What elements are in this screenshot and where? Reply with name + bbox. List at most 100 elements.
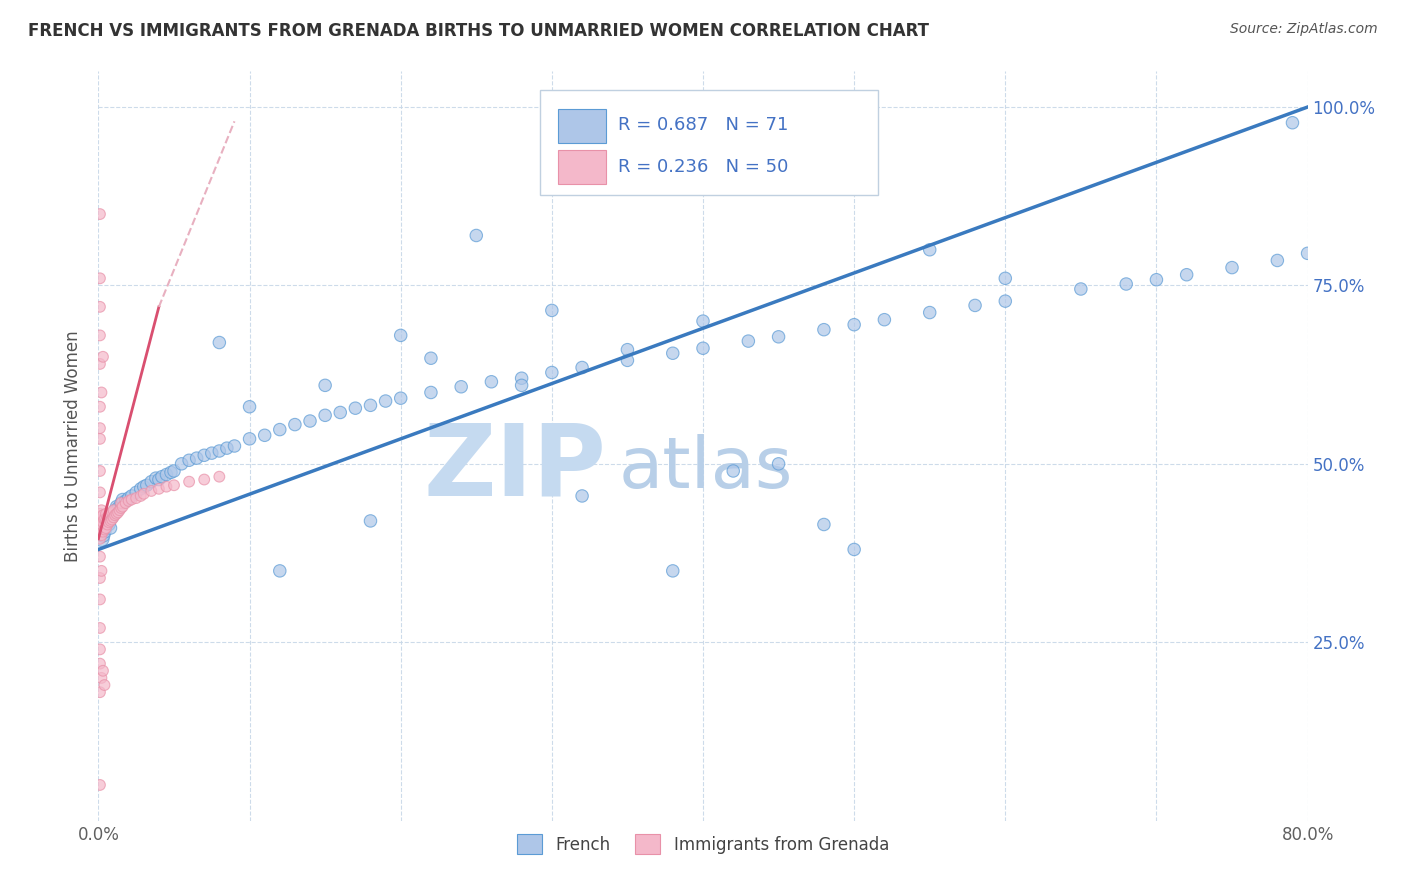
Point [132,487,155,501]
FancyBboxPatch shape [558,150,606,184]
Point [121,492,143,507]
Point [150,469,173,483]
Point [179,475,201,489]
Text: ZIP: ZIP [423,420,606,517]
Point [89,621,111,635]
Point [661,564,683,578]
Point [114,494,136,508]
Point [269,564,291,578]
Point [91,528,114,542]
Point [994,294,1017,309]
Point [768,457,790,471]
Point [389,328,412,343]
Text: atlas: atlas [619,434,793,503]
Point [170,457,193,471]
Point [918,305,941,319]
Point [89,514,111,528]
Text: Source: ZipAtlas.com: Source: ZipAtlas.com [1230,22,1378,37]
Point [110,496,132,510]
FancyBboxPatch shape [558,109,606,143]
Point [208,469,231,483]
Point [96,510,118,524]
Point [89,485,111,500]
Point [208,335,231,350]
Point [89,521,111,535]
Point [89,778,111,792]
Point [111,500,134,514]
Point [89,400,111,414]
Point [540,366,562,380]
Point [160,466,183,480]
Point [90,503,112,517]
Point [90,385,112,400]
Point [844,318,866,332]
Point [186,451,208,466]
Point [93,523,115,537]
Point [314,409,336,423]
Point [100,514,122,528]
Point [89,592,111,607]
Point [813,323,835,337]
Point [148,473,170,487]
Point [284,417,307,432]
Point [450,380,472,394]
Point [89,271,111,285]
Point [239,432,262,446]
Point [360,514,382,528]
Point [844,542,866,557]
Point [239,400,262,414]
Point [201,446,224,460]
Point [90,510,112,524]
Point [94,507,117,521]
Point [813,517,835,532]
Point [91,664,114,678]
Point [90,564,112,578]
Point [110,501,132,516]
Point [374,394,396,409]
Point [155,467,177,482]
Point [269,423,291,437]
Point [135,478,157,492]
Point [344,401,367,416]
Point [132,480,155,494]
Point [89,571,111,585]
Point [692,314,714,328]
Point [93,512,115,526]
Point [114,496,136,510]
Point [510,371,533,385]
Point [616,343,638,357]
Point [540,303,562,318]
Point [873,312,896,326]
Legend: French, Immigrants from Grenada: French, Immigrants from Grenada [510,828,896,861]
Point [89,657,111,671]
Y-axis label: Births to Unmarried Women: Births to Unmarried Women [65,330,83,562]
Point [90,528,112,542]
Point [193,473,215,487]
Point [994,271,1017,285]
Point [768,330,790,344]
Point [510,378,533,392]
Point [1267,253,1289,268]
Point [104,503,127,517]
Point [103,510,125,524]
Point [91,524,114,539]
Point [215,441,238,455]
Point [145,471,167,485]
Point [103,507,125,521]
Point [89,464,111,478]
Point [107,501,129,516]
Point [141,475,163,489]
Point [420,351,443,366]
Point [91,350,114,364]
Point [129,482,152,496]
Point [1296,246,1319,260]
Point [1220,260,1243,275]
Point [1070,282,1092,296]
Point [208,444,231,458]
Point [96,517,118,532]
Point [389,391,412,405]
Point [253,428,276,442]
Point [89,507,111,521]
Point [101,505,124,519]
FancyBboxPatch shape [540,90,879,195]
